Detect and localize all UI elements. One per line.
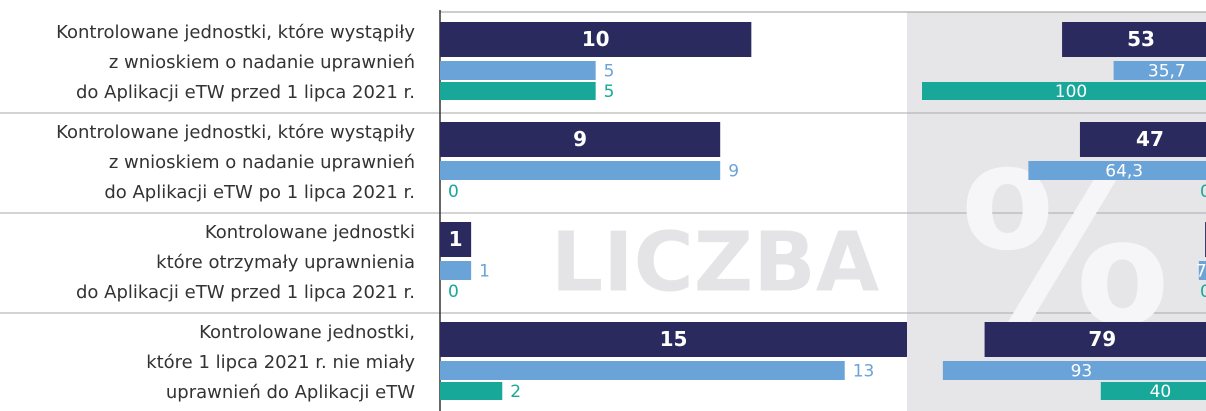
category-label: do Aplikacji eTW po 1 lipca 2021 r. [104, 182, 415, 203]
bar [440, 222, 472, 257]
value-label: 10 [582, 27, 610, 51]
bar [1113, 61, 1206, 80]
bar [440, 122, 721, 157]
value-label: 40 [1150, 382, 1172, 402]
category-label: do Aplikacji eTW przed 1 lipca 2021 r. [76, 282, 415, 303]
value-label: 100 [1055, 82, 1087, 102]
value-label: 0 [1200, 182, 1206, 202]
value-label: 2 [510, 382, 521, 402]
bar [440, 61, 596, 80]
value-label: 5 [604, 82, 615, 102]
bar [1079, 122, 1206, 157]
category-label: z wnioskiem o nadanie uprawnień [109, 152, 415, 173]
value-label: 13 [853, 362, 875, 382]
category-label: które otrzymały uprawnienia [156, 252, 415, 273]
bar [942, 361, 1206, 380]
value-label: 79 [1088, 327, 1116, 351]
category-label: Kontrolowane jednostki, które wystąpiły [56, 22, 415, 43]
bar [1198, 261, 1206, 280]
category-label: które 1 lipca 2021 r. nie miały [146, 352, 415, 373]
category-label: Kontrolowane jednostki, które wystąpiły [56, 122, 415, 143]
bar [440, 261, 472, 280]
value-label: 0 [1200, 282, 1206, 302]
value-label: 1 [449, 227, 463, 251]
value-label: 0 [448, 182, 459, 202]
bar [440, 161, 721, 180]
bar [922, 82, 1206, 100]
value-label: 47 [1136, 127, 1164, 151]
bar [1028, 161, 1206, 180]
bar [440, 382, 503, 400]
bar [984, 322, 1206, 357]
value-label: 9 [728, 162, 739, 182]
category-label: z wnioskiem o nadanie uprawnień [109, 52, 415, 73]
bar [1062, 22, 1206, 57]
bar [440, 22, 752, 57]
value-label: 53 [1127, 27, 1155, 51]
bar [440, 322, 907, 357]
value-label: 0 [448, 282, 459, 302]
category-label: do Aplikacji eTW przed 1 lipca 2021 r. [76, 82, 415, 103]
category-label: uprawnień do Aplikacji eTW [166, 382, 415, 403]
value-label: 15 [660, 327, 688, 351]
value-label: 9 [573, 127, 587, 151]
bar [440, 361, 845, 380]
value-label: 1 [479, 262, 490, 282]
value-label: 35,7 [1148, 62, 1186, 82]
value-label: 64,3 [1105, 162, 1143, 182]
bar [440, 82, 596, 100]
category-label: Kontrolowane jednostki, [199, 322, 415, 343]
category-label: Kontrolowane jednostki [205, 222, 415, 243]
panel-watermark: LICZBA [551, 215, 880, 310]
bar [1100, 382, 1206, 400]
value-label: 93 [1071, 362, 1093, 382]
value-label: 7,1 [1196, 262, 1206, 282]
value-label: 5 [604, 62, 615, 82]
